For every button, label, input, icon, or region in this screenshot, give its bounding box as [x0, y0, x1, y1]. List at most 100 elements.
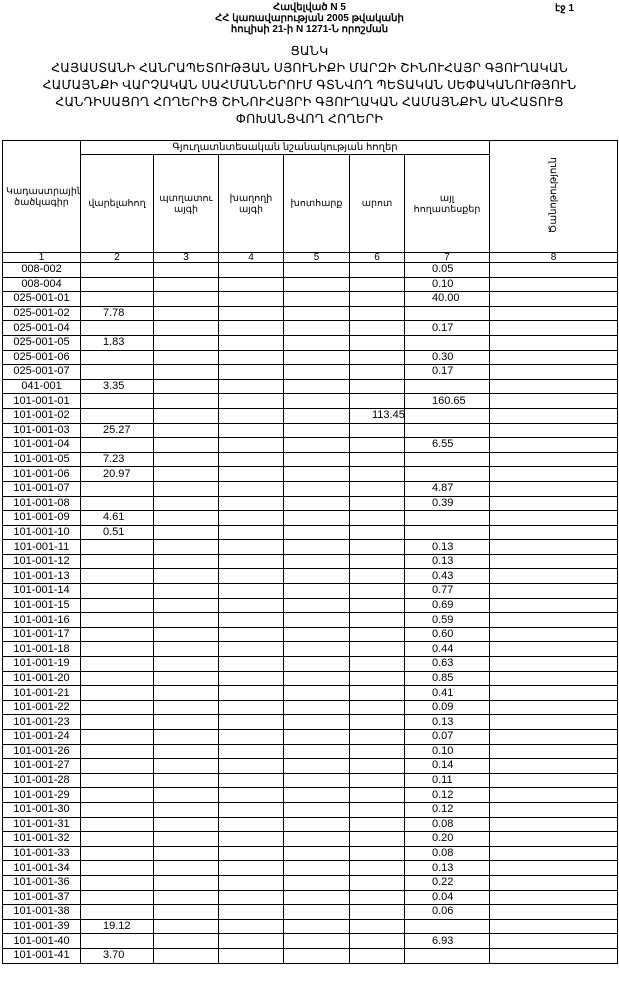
cell-orchard: [153, 451, 219, 468]
cell-pasture: [349, 291, 405, 307]
cell-vineyard: [218, 801, 284, 818]
cell-hayfield: [283, 801, 350, 818]
cell-hayfield: [283, 743, 350, 760]
cell-arable: [80, 758, 154, 774]
cell-hayfield: [283, 262, 350, 278]
cell-note: [489, 597, 619, 614]
cell-vineyard: [218, 466, 284, 482]
cell-vineyard: [218, 597, 284, 614]
cell-arable: [80, 349, 154, 366]
cell-vineyard: [218, 524, 284, 541]
cell-vineyard: [218, 729, 284, 745]
cell-pasture: [349, 729, 405, 745]
cell-arable: [80, 407, 154, 424]
cell-hayfield: [283, 568, 350, 585]
cell-orchard: [153, 656, 219, 672]
cell-orchard: [153, 874, 219, 891]
cell-hayfield: [283, 320, 350, 336]
cell-arable: 19.12: [80, 918, 154, 935]
cell-cadastral-code: 101-001-28: [2, 772, 81, 789]
title-line-1: ՀԱՅԱՍՏԱՆԻ ՀԱՆՐԱՊԵՏՈՒԹՅԱՆ ՍՅՈՒՆԻՔԻ ՄԱՐԶԻ …: [51, 61, 568, 75]
table-row: 101-001-19 0.63: [2, 656, 619, 672]
cell-cadastral-code: 101-001-37: [2, 889, 81, 906]
cell-pasture: [349, 685, 405, 701]
cell-vineyard: [218, 349, 284, 366]
cell-arable: 7.78: [80, 305, 154, 322]
cell-other-land: 0.10: [403, 743, 491, 760]
col-header-pasture: արոտ: [349, 154, 405, 253]
cell-pasture: [349, 597, 405, 614]
cell-hayfield: [283, 510, 350, 526]
cell-pasture: [349, 262, 405, 278]
cell-cadastral-code: 101-001-18: [2, 641, 81, 658]
cell-pasture: [349, 451, 405, 468]
cell-pasture: [349, 714, 405, 730]
cell-arable: [80, 714, 154, 730]
cell-orchard: [153, 334, 219, 351]
table-row: 101-001-13 0.43: [2, 568, 619, 585]
cell-note: [489, 918, 619, 935]
cell-arable: [80, 685, 154, 701]
cell-vineyard: [218, 860, 284, 876]
cell-other-land: 0.22: [403, 874, 491, 891]
cell-orchard: [153, 480, 219, 497]
cell-other-land: 0.13: [403, 539, 491, 555]
cell-cadastral-code: 025-001-04: [2, 320, 81, 336]
cell-note: [489, 305, 619, 322]
cell-other-land: 0.77: [403, 583, 491, 599]
cell-note: [489, 641, 619, 658]
cell-vineyard: [218, 904, 284, 920]
cell-cadastral-code: 008-004: [2, 276, 81, 293]
cell-other-land: 160.65: [403, 393, 491, 409]
cell-note: [489, 874, 619, 891]
cell-hayfield: [283, 904, 350, 920]
cell-arable: 0.51: [80, 524, 154, 541]
table-row: 101-001-15 0.69: [2, 597, 619, 614]
cell-orchard: [153, 568, 219, 585]
cell-cadastral-code: 025-001-02: [2, 305, 81, 322]
cell-vineyard: [218, 305, 284, 322]
cell-vineyard: [218, 510, 284, 526]
table-row: 101-001-24 0.07: [2, 729, 619, 745]
cell-cadastral-code: 101-001-07: [2, 480, 81, 497]
cell-arable: [80, 495, 154, 512]
table-row: 101-001-09 4.61: [2, 510, 619, 526]
cell-vineyard: [218, 480, 284, 497]
cell-orchard: [153, 714, 219, 730]
cell-cadastral-code: 101-001-17: [2, 626, 81, 643]
cell-other-land: 0.04: [403, 889, 491, 906]
cell-hayfield: [283, 466, 350, 482]
cell-vineyard: [218, 889, 284, 906]
cell-hayfield: [283, 670, 350, 687]
cell-pasture: [349, 466, 405, 482]
cell-orchard: [153, 524, 219, 541]
cell-hayfield: [283, 553, 350, 570]
cell-other-land: 0.10: [403, 276, 491, 293]
cell-pasture: [349, 539, 405, 555]
cell-hayfield: [283, 918, 350, 935]
cell-arable: [80, 262, 154, 278]
table-row: 101-001-18 0.44: [2, 641, 619, 658]
cell-cadastral-code: 101-001-29: [2, 787, 81, 803]
cell-arable: [80, 393, 154, 409]
table-row: 025-001-07 0.17: [2, 364, 619, 380]
table-row: 101-001-39 19.12: [2, 918, 619, 935]
cell-note: [489, 860, 619, 876]
table-row: 025-001-06 0.30: [2, 349, 619, 366]
cell-other-land: 0.43: [403, 568, 491, 585]
cell-other-land: 0.13: [403, 553, 491, 570]
cell-other-land: [403, 407, 491, 424]
land-parcels-table: Կադաստրային ծածկագիր Գյուղատնտեսական նշա…: [2, 140, 619, 964]
cell-cadastral-code: 101-001-23: [2, 714, 81, 730]
cell-pasture: [349, 437, 405, 453]
cell-note: [489, 524, 619, 541]
table-row: 101-001-37 0.04: [2, 889, 619, 906]
cell-note: [489, 276, 619, 293]
cell-orchard: [153, 393, 219, 409]
cell-pasture: [349, 758, 405, 774]
cell-cadastral-code: 101-001-22: [2, 699, 81, 716]
cell-other-land: [403, 524, 491, 541]
cell-other-land: [403, 947, 491, 964]
cell-orchard: [153, 583, 219, 599]
